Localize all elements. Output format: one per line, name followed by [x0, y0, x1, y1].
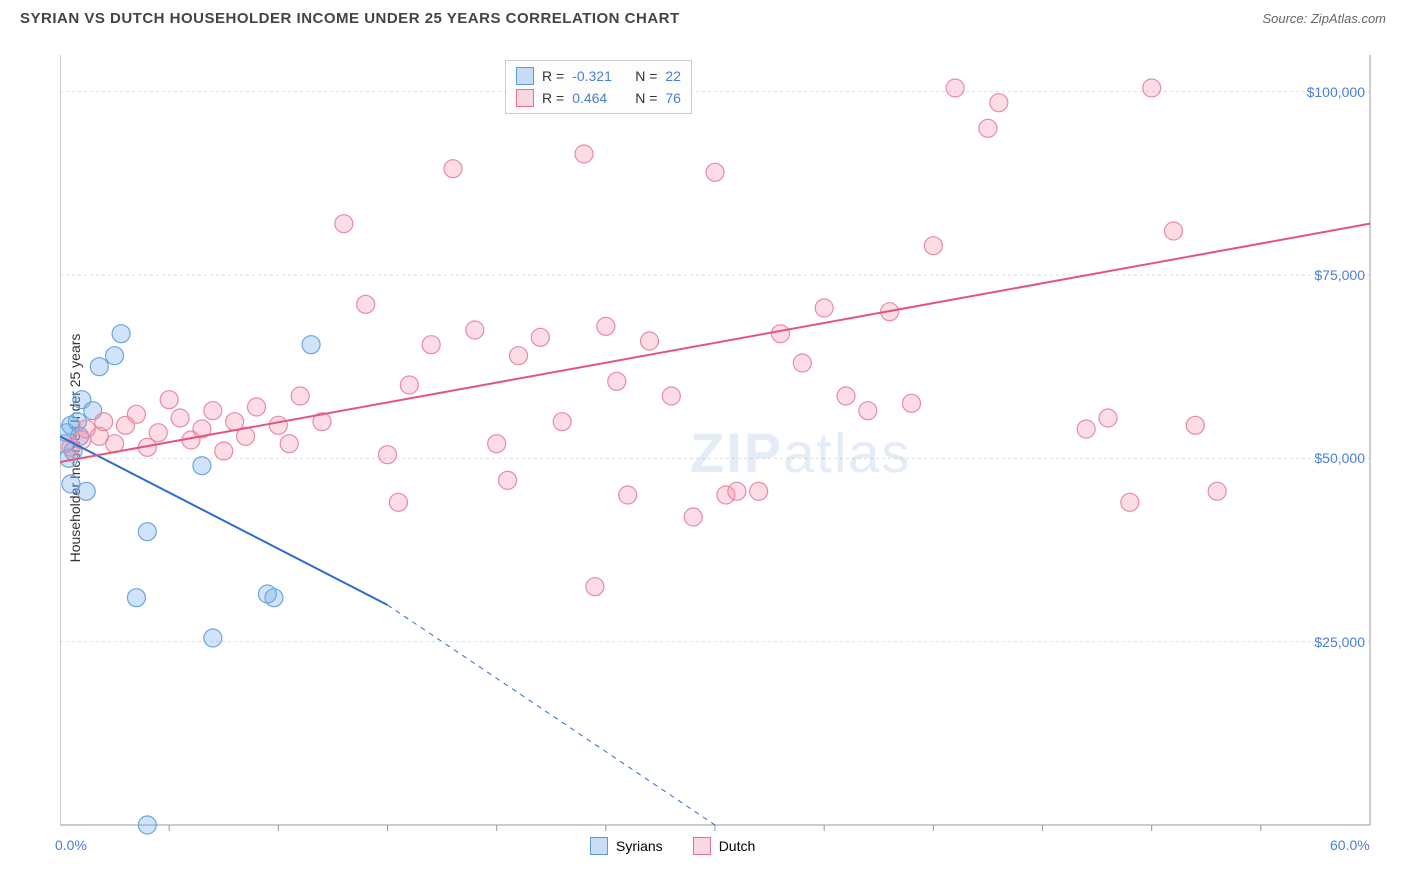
data-point — [684, 508, 702, 526]
data-point — [815, 299, 833, 317]
data-point — [728, 482, 746, 500]
data-point — [422, 336, 440, 354]
data-point — [619, 486, 637, 504]
data-point — [138, 816, 156, 834]
data-point — [1186, 416, 1204, 434]
data-point — [248, 398, 266, 416]
data-point — [1165, 222, 1183, 240]
data-point — [204, 402, 222, 420]
data-point — [95, 413, 113, 431]
data-point — [903, 394, 921, 412]
data-point — [112, 325, 130, 343]
trend-line — [60, 224, 1370, 462]
data-point — [772, 325, 790, 343]
y-tick-label: $50,000 — [1314, 450, 1365, 466]
trend-line — [60, 436, 388, 605]
chart-container: Householder Income Under 25 years R =-0.… — [60, 45, 1380, 835]
stats-row: R =-0.321N =22 — [516, 65, 681, 87]
data-point — [499, 471, 517, 489]
trend-line-dashed — [388, 605, 716, 825]
data-point — [488, 435, 506, 453]
data-point — [160, 391, 178, 409]
data-point — [258, 585, 276, 603]
data-point — [946, 79, 964, 97]
stats-row: R =0.464N =76 — [516, 87, 681, 109]
data-point — [979, 119, 997, 137]
data-point — [662, 387, 680, 405]
data-point — [335, 215, 353, 233]
data-point — [597, 317, 615, 335]
data-point — [553, 413, 571, 431]
legend-swatch — [516, 67, 534, 85]
data-point — [280, 435, 298, 453]
data-point — [269, 416, 287, 434]
data-point — [302, 336, 320, 354]
data-point — [379, 446, 397, 464]
data-point — [859, 402, 877, 420]
scatter-plot — [60, 45, 1380, 835]
data-point — [641, 332, 659, 350]
legend-label: Dutch — [719, 838, 756, 854]
data-point — [389, 493, 407, 511]
data-point — [215, 442, 233, 460]
legend-swatch — [516, 89, 534, 107]
data-point — [837, 387, 855, 405]
chart-title: SYRIAN VS DUTCH HOUSEHOLDER INCOME UNDER… — [20, 10, 680, 27]
data-point — [77, 482, 95, 500]
data-point — [90, 358, 108, 376]
data-point — [466, 321, 484, 339]
x-tick-label: 60.0% — [1330, 837, 1370, 853]
data-point — [1077, 420, 1095, 438]
legend-swatch — [693, 837, 711, 855]
data-point — [127, 589, 145, 607]
y-tick-label: $25,000 — [1314, 634, 1365, 650]
data-point — [400, 376, 418, 394]
source-label: Source: ZipAtlas.com — [1262, 11, 1386, 26]
data-point — [127, 405, 145, 423]
legend-item: Dutch — [693, 837, 756, 855]
data-point — [1208, 482, 1226, 500]
data-point — [990, 94, 1008, 112]
data-point — [291, 387, 309, 405]
stats-box: R =-0.321N =22R =0.464N =76 — [505, 60, 692, 114]
data-point — [171, 409, 189, 427]
data-point — [106, 347, 124, 365]
legend-item: Syrians — [590, 837, 663, 855]
data-point — [575, 145, 593, 163]
data-point — [531, 328, 549, 346]
data-point — [608, 372, 626, 390]
data-point — [138, 523, 156, 541]
data-point — [1099, 409, 1117, 427]
y-tick-label: $100,000 — [1307, 84, 1365, 100]
bottom-legend: Syrians Dutch — [590, 837, 755, 855]
data-point — [357, 295, 375, 313]
data-point — [149, 424, 167, 442]
data-point — [586, 578, 604, 596]
data-point — [193, 457, 211, 475]
data-point — [1143, 79, 1161, 97]
legend-label: Syrians — [616, 838, 663, 854]
data-point — [1121, 493, 1139, 511]
y-tick-label: $75,000 — [1314, 267, 1365, 283]
data-point — [444, 160, 462, 178]
data-point — [510, 347, 528, 365]
data-point — [204, 629, 222, 647]
x-tick-label: 0.0% — [55, 837, 87, 853]
data-point — [750, 482, 768, 500]
data-point — [706, 163, 724, 181]
legend-swatch — [590, 837, 608, 855]
data-point — [924, 237, 942, 255]
data-point — [793, 354, 811, 372]
